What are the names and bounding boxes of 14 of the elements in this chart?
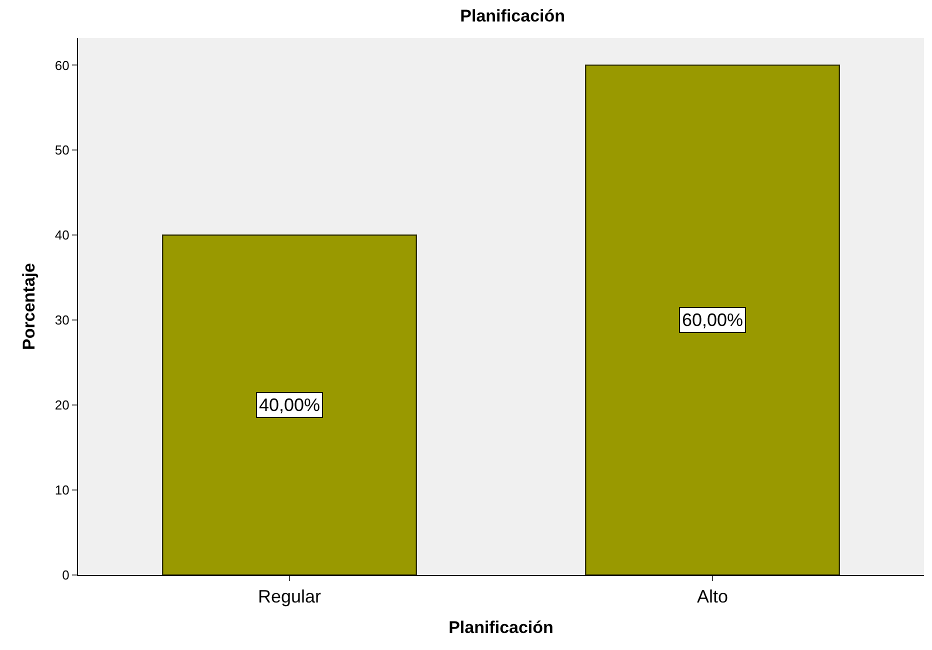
y-tick-label: 10 xyxy=(54,482,70,498)
y-tick-label: 60 xyxy=(54,58,70,73)
x-tick-label: Regular xyxy=(258,586,322,607)
y-tick-label: 30 xyxy=(54,312,70,328)
y-tick-label: 50 xyxy=(54,142,70,158)
y-tick-label: 40 xyxy=(54,228,70,243)
x-tick-label: Alto xyxy=(696,586,728,607)
chart-title: Planificación xyxy=(460,6,566,26)
y-tick-label: 0 xyxy=(62,568,70,583)
y-tick-label: 20 xyxy=(54,398,70,413)
x-axis-title: Planificación xyxy=(448,618,554,637)
data-label: 40,00% xyxy=(259,395,320,415)
y-axis-title: Porcentaje xyxy=(19,263,38,350)
data-label: 60,00% xyxy=(682,310,744,330)
